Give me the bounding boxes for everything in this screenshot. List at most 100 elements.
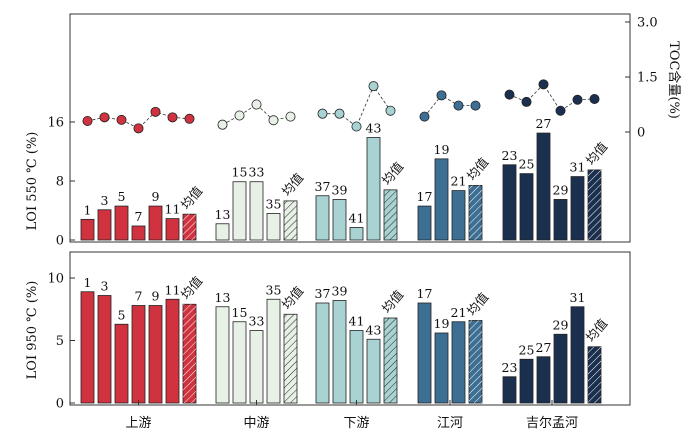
bar-label: 29	[553, 182, 569, 197]
bar	[114, 323, 129, 404]
mean-bar-hatch	[469, 320, 482, 403]
toc-point	[217, 119, 228, 130]
category-label: 上游	[125, 416, 151, 431]
bar	[165, 298, 180, 404]
mean-label: 均值	[178, 273, 206, 302]
bar	[97, 295, 112, 404]
bar	[332, 199, 347, 241]
bar-label: 13	[215, 207, 231, 222]
bar	[570, 176, 585, 241]
bar	[417, 302, 432, 404]
bar	[232, 181, 247, 241]
bar-label: 41	[349, 210, 365, 225]
bar-label: 23	[502, 360, 518, 375]
y-axis-title: LOI 550 ℃ (%)	[25, 132, 40, 231]
bar-label: 1	[84, 202, 92, 217]
bar	[148, 205, 163, 241]
y-tick-label: 0	[56, 234, 64, 249]
bar-label: 21	[451, 174, 467, 189]
toc-point	[436, 90, 447, 101]
category-axis: 上游 中游 下游 江河 吉尔孟河	[125, 400, 578, 431]
bar	[536, 356, 551, 404]
bar-label: 27	[536, 340, 552, 355]
bar-label: 3	[101, 279, 109, 294]
bar-label: 17	[417, 189, 433, 204]
bar	[451, 321, 466, 404]
bar-label: 13	[215, 290, 231, 305]
bar	[80, 291, 95, 404]
toc-point	[234, 110, 245, 121]
y-tick-label: 8	[56, 175, 64, 190]
bar-label: 19	[434, 316, 450, 331]
toc-point	[521, 96, 532, 107]
y-tick-label: 3.0	[637, 16, 658, 31]
bar-label: 35	[266, 282, 282, 297]
mean-bar-hatch	[183, 304, 196, 403]
mean-label: 均值	[464, 155, 492, 184]
bar-label: 21	[451, 305, 467, 320]
mean-label: 均值	[178, 183, 206, 212]
mean-bar-hatch	[588, 169, 601, 240]
bar-label: 43	[366, 322, 382, 337]
toc-point	[385, 105, 396, 116]
bar	[80, 218, 95, 241]
toc-line-2	[322, 85, 391, 128]
bar-label: 15	[232, 165, 248, 180]
bar	[131, 305, 146, 404]
bar-label: 37	[315, 286, 331, 301]
toc-point	[368, 81, 379, 92]
bar-label: 3	[101, 193, 109, 208]
toc-point	[150, 106, 161, 117]
bar-label: 7	[135, 289, 143, 304]
bar-label: 35	[266, 196, 282, 211]
toc-line-3	[424, 94, 476, 117]
bar	[570, 306, 585, 404]
bar-label: 5	[118, 307, 126, 322]
toc-point	[555, 105, 566, 116]
mean-bar-hatch	[284, 200, 297, 240]
bar	[249, 181, 264, 241]
category-label: 江河	[437, 416, 463, 431]
y-tick-label: 10	[47, 272, 64, 287]
category-label: 吉尔孟河	[526, 416, 578, 431]
bar-label: 25	[519, 342, 535, 357]
toc-point	[285, 111, 296, 122]
mean-label: 均值	[583, 139, 611, 168]
bar-label: 33	[249, 314, 265, 329]
toc-point	[504, 89, 515, 100]
bar	[434, 158, 449, 241]
bar	[215, 223, 230, 241]
mean-label: 均值	[279, 170, 307, 199]
bar-label: 1	[84, 275, 92, 290]
y-tick-label: 5	[56, 334, 64, 349]
top-panel-frame	[69, 13, 631, 243]
bar-label: 31	[570, 160, 586, 175]
bar-label: 39	[332, 182, 348, 197]
toc-point	[572, 94, 583, 105]
y-axis-title: LOI 950 ℃ (%)	[25, 281, 40, 380]
bottom-panel-frame	[69, 251, 631, 406]
bar	[131, 225, 146, 241]
toc-point	[133, 123, 144, 134]
bar-label: 31	[570, 290, 586, 305]
toc-point	[351, 121, 362, 132]
mean-label: 均值	[279, 283, 307, 312]
toc-point	[589, 94, 600, 105]
mean-bar-hatch	[469, 185, 482, 240]
bar	[417, 205, 432, 241]
category-label: 下游	[343, 416, 369, 431]
bar-label: 11	[165, 202, 181, 217]
bar-label: 33	[249, 165, 265, 180]
y-axis-title-right: TOC含量(%)	[666, 41, 682, 119]
toc-point	[184, 113, 195, 124]
toc-point	[538, 79, 549, 90]
mean-bar-hatch	[183, 214, 196, 240]
toc-point	[99, 112, 110, 123]
bar	[553, 199, 568, 241]
mean-label: 均值	[464, 290, 492, 319]
mean-label: 均值	[379, 159, 407, 188]
toc-line-1	[222, 103, 291, 126]
bar-label: 15	[232, 305, 248, 320]
toc-point	[470, 100, 481, 111]
